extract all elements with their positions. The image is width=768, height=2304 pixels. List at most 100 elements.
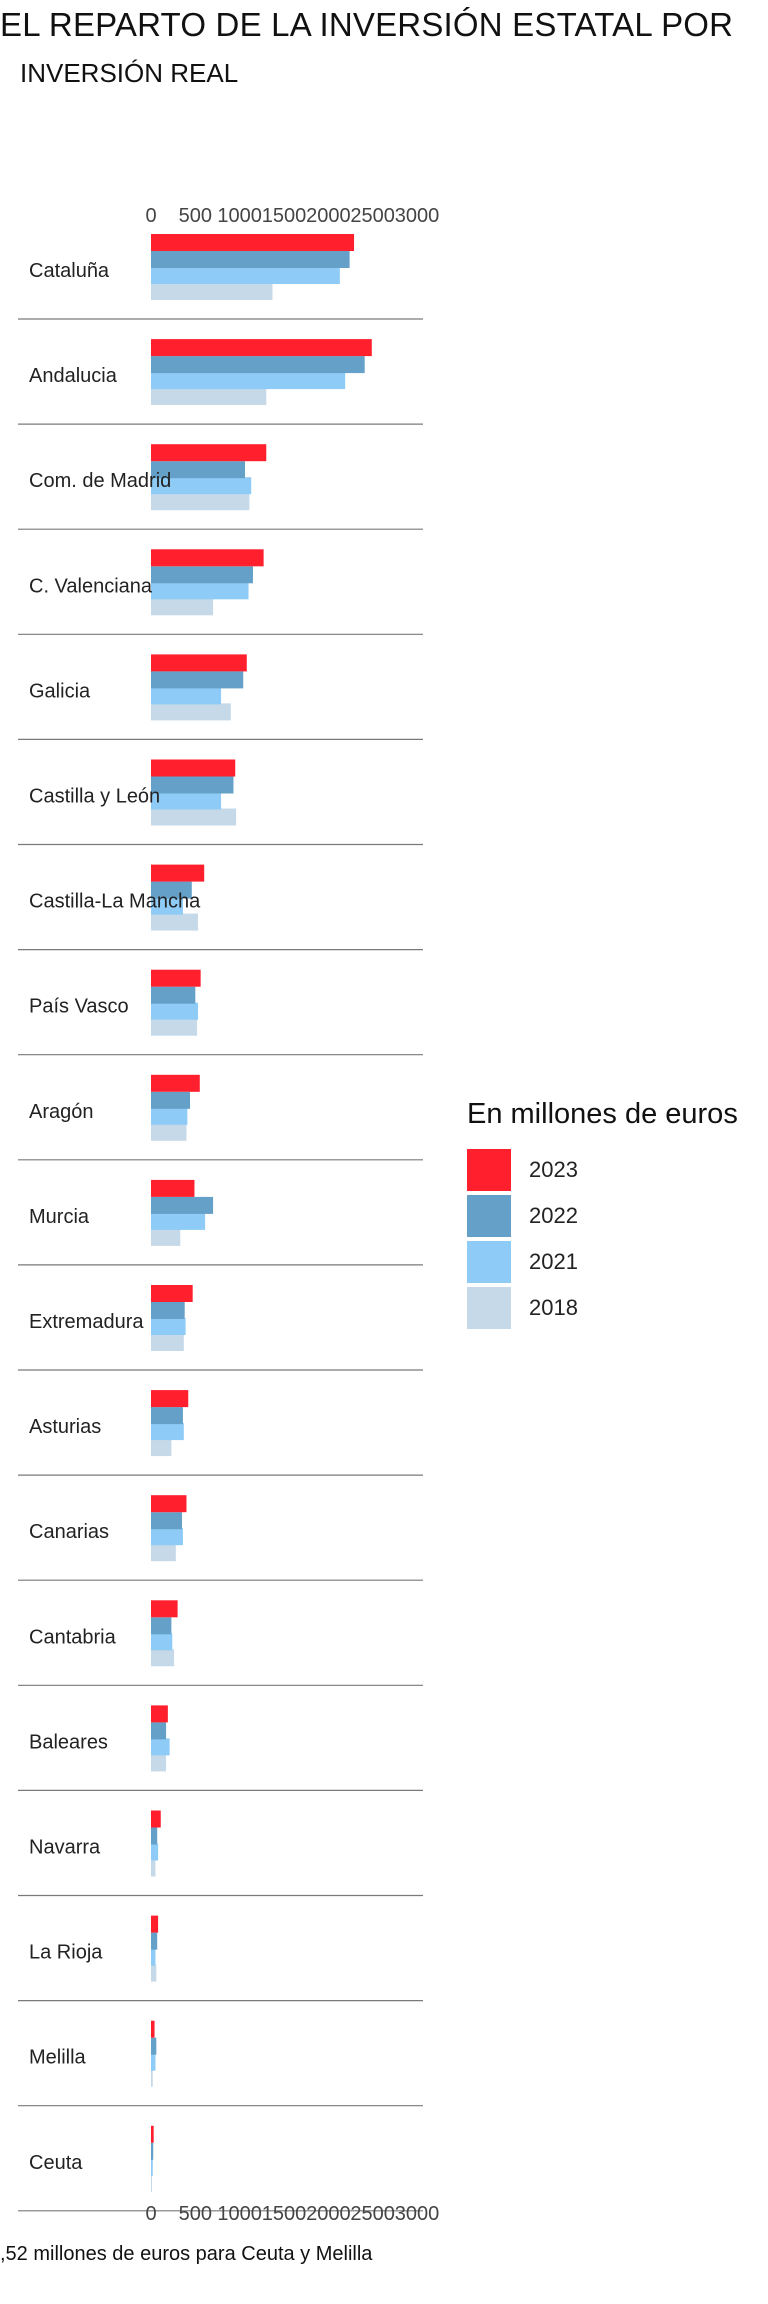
legend-item-2018: 2018: [467, 1285, 738, 1331]
axis-tick-label-top: 500: [179, 205, 212, 227]
bar-2022: [151, 1407, 183, 1425]
bar-2023: [151, 1705, 168, 1723]
legend-swatch: [467, 1149, 511, 1191]
bar-2018: [151, 1859, 156, 1877]
bar-2021: [151, 267, 340, 284]
region-label: Ceuta: [29, 2152, 83, 2174]
bar-2021: [151, 2053, 156, 2071]
region-label: C. Valenciana: [29, 575, 153, 597]
axis-tick-label-top: 1000: [217, 205, 262, 227]
bar-2022: [151, 251, 350, 268]
axis-tick-label-bottom: 3000: [395, 2203, 440, 2225]
bar-2023: [151, 1074, 200, 1092]
axis-tick-label-bottom: 1500: [262, 2203, 307, 2225]
bar-2018: [151, 1123, 187, 1141]
axis-tick-label-top: 2000: [306, 205, 351, 227]
bar-2022: [151, 671, 244, 689]
region-label: Castilla y León: [29, 786, 160, 808]
bar-2023: [151, 864, 205, 882]
bar-2018: [151, 1544, 176, 1562]
region-label: Aragón: [29, 1101, 94, 1123]
bar-2021: [151, 1423, 184, 1441]
region-label: Com. de Madrid: [29, 470, 171, 492]
bar-2018: [151, 1964, 157, 1982]
bar-2018: [151, 388, 267, 406]
bar-2022: [151, 1091, 191, 1109]
bar-2023: [151, 1495, 187, 1513]
bar-2023: [151, 2020, 155, 2038]
bar-2018: [151, 283, 273, 300]
bar-2022: [151, 881, 192, 899]
bar-2018: [151, 2069, 153, 2087]
region-label: Cantabria: [29, 1626, 117, 1648]
bar-2023: [151, 444, 267, 462]
legend: En millones de euros 2023 2022 2021 2018: [467, 1098, 738, 1331]
axis-tick-label-bottom: 2000: [306, 2203, 351, 2225]
legend-label: 2021: [529, 1249, 578, 1274]
bar-2018: [151, 2174, 152, 2192]
bar-2023: [151, 1390, 189, 1408]
footnote: ,52 millones de euros para Ceuta y Melil…: [0, 2243, 373, 2265]
bar-2022: [151, 1932, 158, 1950]
bar-2021: [151, 897, 183, 915]
axis-tick-label-top: 3000: [395, 205, 440, 227]
bar-2022: [151, 1722, 167, 1740]
bar-2018: [151, 913, 198, 931]
legend-title: En millones de euros: [467, 1098, 738, 1130]
bar-2021: [151, 1528, 183, 1546]
legend-item-2022: 2022: [467, 1193, 738, 1239]
bar-2023: [151, 1179, 195, 1197]
axis-tick-label-top: 0: [145, 205, 156, 227]
bar-2022: [151, 1827, 158, 1845]
legend-label: 2022: [529, 1203, 578, 1228]
bar-2022: [151, 461, 245, 479]
bar-2022: [151, 356, 365, 374]
bar-2023: [151, 759, 236, 777]
bar-2021: [151, 1948, 156, 1966]
bar-2022: [151, 986, 196, 1004]
region-label: Castilla-La Mancha: [29, 891, 201, 913]
axis-tick-label-top: 1500: [262, 205, 307, 227]
bar-2022: [151, 776, 234, 794]
bar-2022: [151, 1302, 185, 1319]
legend-swatch: [467, 1287, 511, 1329]
region-label: La Rioja: [29, 1942, 103, 1964]
region-label: Canarias: [29, 1521, 109, 1543]
bar-2023: [151, 1600, 178, 1618]
bar-2023: [151, 339, 372, 357]
bar-2021: [151, 1738, 170, 1756]
region-label: Asturias: [29, 1416, 101, 1438]
bar-2022: [151, 2037, 157, 2055]
bar-2022: [151, 566, 253, 584]
bar-2021: [151, 1212, 206, 1230]
chart-title: EL REPARTO DE LA INVERSIÓN ESTATAL POR: [0, 6, 734, 43]
bar-2018: [151, 1754, 167, 1772]
bar-2022: [151, 1617, 172, 1635]
region-label: Cataluña: [29, 260, 110, 282]
legend-items: 2023 2022 2021 2018: [467, 1147, 738, 1331]
bar-2018: [151, 1228, 181, 1246]
bar-2021: [151, 687, 222, 705]
bar-2021: [151, 792, 222, 810]
legend-item-2023: 2023: [467, 1147, 738, 1193]
axis-tick-label-bottom: 500: [179, 2203, 212, 2225]
axis-tick-label-top: 2500: [350, 205, 395, 227]
legend-swatch: [467, 1195, 511, 1237]
bar-2021: [151, 582, 249, 600]
axis-tick-label-bottom: 1000: [217, 2203, 262, 2225]
bar-2021: [151, 1843, 159, 1861]
bar-2018: [151, 703, 231, 721]
legend-item-2021: 2021: [467, 1239, 738, 1285]
region-label: Murcia: [29, 1206, 90, 1228]
bar-2018: [151, 1018, 198, 1036]
region-label: Navarra: [29, 1837, 101, 1859]
bar-2023: [151, 1285, 193, 1302]
bar-2021: [151, 1318, 186, 1335]
bar-2018: [151, 808, 237, 826]
legend-label: 2023: [529, 1157, 578, 1182]
bar-2023: [151, 1915, 159, 1933]
bar-2021: [151, 1107, 188, 1125]
bar-2021: [151, 477, 252, 495]
legend-label: 2018: [529, 1295, 578, 1320]
